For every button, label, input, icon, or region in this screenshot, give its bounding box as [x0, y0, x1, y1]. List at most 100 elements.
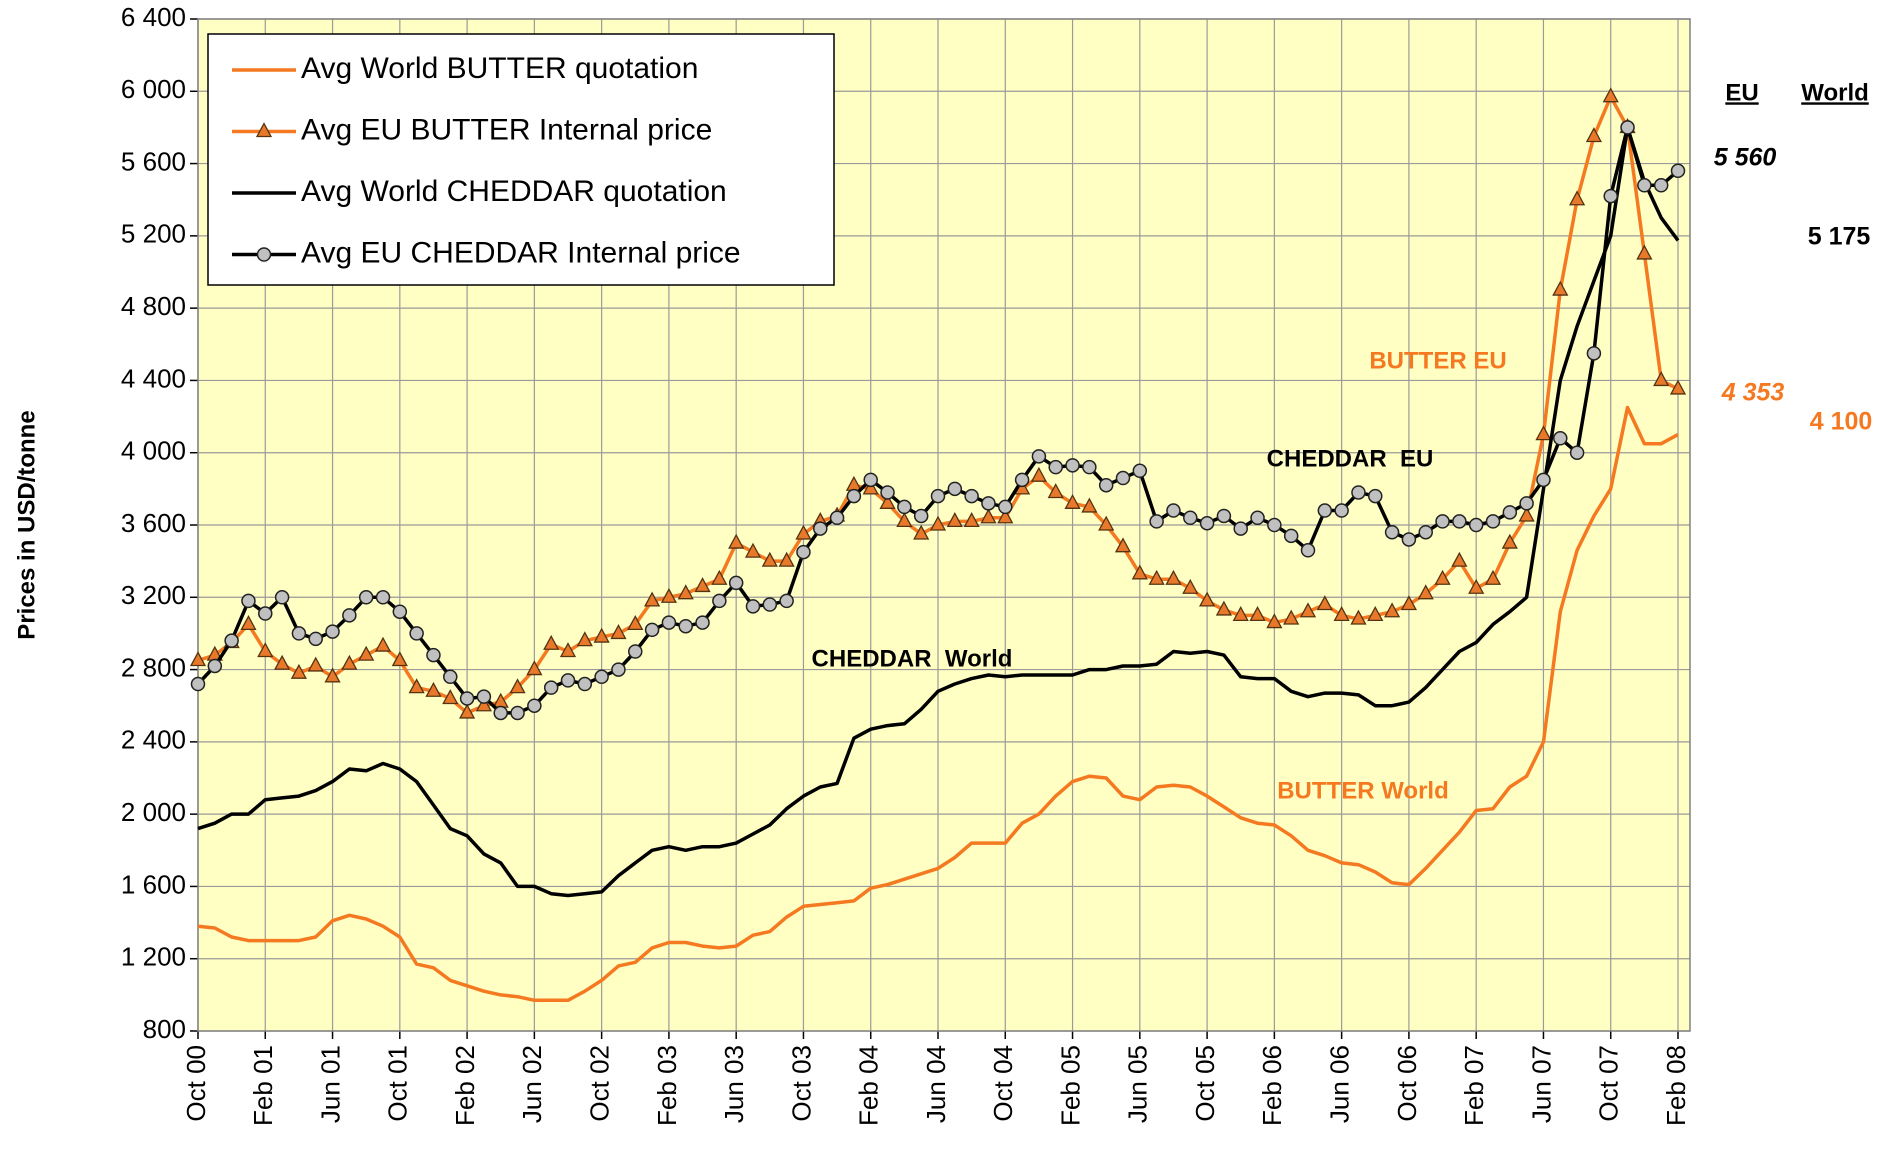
triangle-marker [358, 645, 375, 661]
y-tick-label: 3 600 [121, 508, 186, 538]
annotation: World [1801, 79, 1869, 106]
triangle-marker [677, 584, 694, 600]
annotation: BUTTER World [1277, 777, 1449, 804]
circle-marker [493, 705, 508, 721]
circle-marker [1418, 524, 1433, 540]
circle-marker [712, 593, 727, 609]
triangle-marker [257, 642, 274, 658]
circle-marker [510, 705, 525, 721]
circle-marker [1132, 463, 1148, 479]
x-tick-label: Jun 03 [719, 1045, 749, 1123]
circle-marker [308, 631, 323, 647]
x-tick-label: Jun 04 [921, 1045, 951, 1123]
triangle-marker [644, 591, 661, 607]
triangle-marker [862, 479, 879, 495]
circle-marker [947, 481, 963, 497]
circle-marker [274, 590, 290, 605]
circle-marker [560, 673, 576, 688]
circle-marker [1115, 470, 1131, 486]
triangle-marker [1518, 506, 1535, 522]
triangle-marker [475, 696, 492, 712]
circle-marker [426, 647, 441, 663]
circle-marker [1586, 346, 1602, 361]
legend-label: Avg EU BUTTER Internal price [301, 113, 712, 146]
triangle-marker [1602, 87, 1619, 103]
triangle-marker [240, 615, 257, 631]
triangle-marker [1350, 609, 1367, 625]
triangle-marker [744, 542, 762, 558]
x-tick-label: Oct 03 [786, 1045, 816, 1122]
circle-marker [1065, 458, 1080, 473]
series [197, 125, 1680, 898]
legend-label: Avg World CHEDDAR quotation [301, 175, 727, 208]
circle-marker [644, 622, 660, 638]
series [197, 405, 1679, 1003]
triangle-marker [711, 569, 728, 585]
triangle-marker [728, 533, 745, 549]
circle-marker [1300, 543, 1316, 558]
x-tick-label: Jun 02 [517, 1045, 547, 1123]
circle-marker [527, 698, 542, 713]
circle-marker [1082, 459, 1097, 475]
legend-entry: Avg World CHEDDAR quotation [232, 175, 727, 208]
circle-marker [1401, 532, 1417, 547]
x-tick-label: Feb 04 [854, 1045, 884, 1126]
triangle-marker [627, 615, 644, 631]
circle-marker [846, 488, 862, 504]
circle-marker [1620, 120, 1635, 135]
circle-marker [1216, 508, 1232, 524]
circle-marker [392, 604, 408, 619]
circle-marker [1368, 488, 1383, 504]
circle-marker [1468, 517, 1484, 533]
triangle-marker [274, 654, 291, 670]
triangle-marker [1400, 595, 1417, 611]
circle-marker [1199, 515, 1215, 531]
circle-marker [813, 521, 828, 536]
x-tick-label: Oct 06 [1392, 1045, 1422, 1122]
circle-marker [628, 644, 643, 659]
y-tick-label: 2 000 [121, 797, 186, 827]
x-tick-label: Feb 01 [248, 1045, 278, 1126]
circle-marker [1637, 178, 1652, 193]
circle-marker [611, 662, 626, 677]
circle-marker [577, 676, 593, 692]
circle-marker [1502, 505, 1518, 520]
y-tick-label: 6 000 [121, 74, 186, 104]
triangle-marker [1585, 127, 1602, 143]
y-tick-label: 1 200 [121, 942, 186, 972]
triangle-marker [896, 512, 913, 528]
triangle-marker [391, 651, 408, 667]
circle-marker [224, 633, 239, 648]
x-tick-label: Feb 02 [450, 1045, 480, 1126]
circle-marker [543, 680, 559, 695]
triangle-marker [694, 577, 711, 593]
circle-marker [913, 508, 929, 524]
annotation: BUTTER EU [1369, 347, 1506, 374]
circle-marker [863, 472, 878, 488]
circle-marker [443, 669, 458, 685]
triangle-marker [1081, 497, 1098, 513]
annotation: 5 175 [1808, 223, 1871, 251]
circle-marker [375, 590, 391, 605]
circle-marker [594, 669, 609, 685]
circle-marker [745, 599, 761, 614]
circle-marker [661, 615, 677, 630]
legend-label: Avg World BUTTER quotation [301, 52, 698, 85]
circle-marker [998, 499, 1013, 515]
triangle-marker [374, 636, 392, 652]
triangle-marker [1333, 605, 1350, 622]
x-tick-label: Feb 06 [1257, 1045, 1287, 1126]
circle-marker [981, 496, 996, 511]
circle-marker [728, 575, 744, 591]
circle-marker [1183, 510, 1198, 526]
triangle-marker [1047, 483, 1064, 499]
circle-marker [1250, 510, 1265, 526]
triangle-marker [1451, 551, 1468, 567]
triangle-marker [1165, 569, 1182, 585]
circle-marker [930, 488, 946, 504]
triangle-marker [1299, 602, 1317, 618]
triangle-marker [879, 493, 896, 509]
triangle-marker [1148, 569, 1165, 585]
circle-marker [409, 626, 424, 641]
triangle-marker [1653, 371, 1670, 387]
